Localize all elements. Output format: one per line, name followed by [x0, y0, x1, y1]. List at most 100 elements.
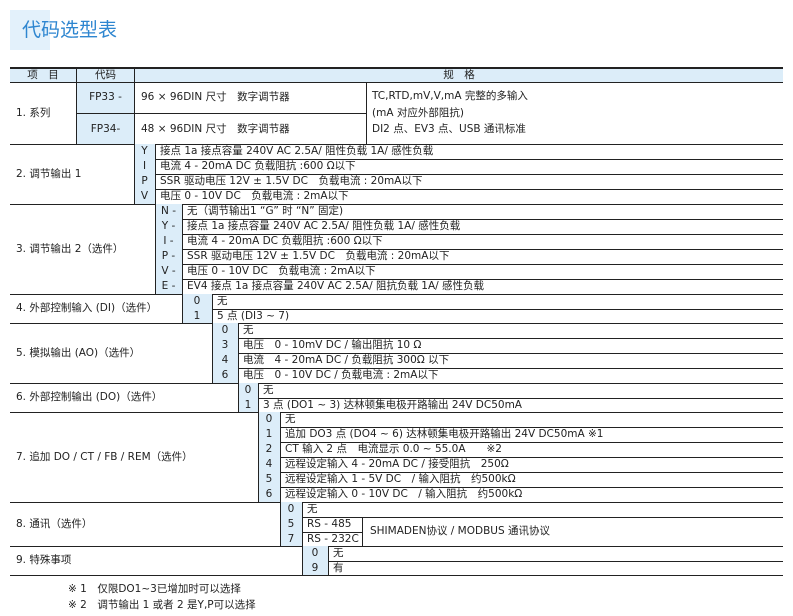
- footnote-2: ※ 2 调节输出 1 或者 2 是Y,P可以选择: [68, 599, 256, 611]
- row-divider: [155, 279, 783, 280]
- option-code: 0: [302, 546, 328, 561]
- option-code: N -: [155, 204, 182, 219]
- row-divider: [212, 368, 783, 369]
- series-code-fp33: FP33 -: [76, 82, 134, 113]
- option-code: 0: [280, 502, 302, 517]
- series-common-line: TC,RTD,mV,V,mA 完整的多输入: [372, 90, 528, 103]
- option-code: 4: [258, 457, 280, 472]
- row-divider: [238, 398, 783, 399]
- option-description: RS - 485: [307, 518, 352, 531]
- section-divider: [10, 546, 783, 547]
- section-divider: [10, 575, 783, 576]
- code-right-border: [182, 204, 183, 294]
- option-description: 有: [333, 561, 344, 574]
- option-description: 无: [285, 413, 296, 426]
- option-description: 无: [263, 384, 274, 397]
- header-item: 项 目: [10, 68, 76, 83]
- option-description: 无（调节输出1 “G” 时 “N” 固定): [187, 205, 344, 218]
- page-title: 代码选型表: [22, 19, 118, 41]
- option-description: 电压 0 - 10V DC 负载电流 : 2mA以下: [160, 190, 349, 203]
- code-right-border: [155, 144, 156, 204]
- section-divider: [10, 204, 783, 205]
- series-common-spec: TC,RTD,mV,V,mA 完整的多输入 (mA 对应外部阻抗) DI2 点、…: [366, 82, 783, 144]
- protocol-border: [362, 517, 363, 546]
- series-common-line: DI2 点、EV3 点、USB 通讯标准: [372, 123, 526, 136]
- option-code: 0: [238, 383, 258, 398]
- code-left-border: [302, 546, 303, 575]
- option-description: RS - 232C: [307, 532, 359, 545]
- section-divider: [10, 323, 783, 324]
- row-divider: [258, 472, 783, 473]
- series-code-fp34: FP34-: [76, 113, 134, 144]
- option-code: P: [134, 174, 155, 189]
- section-divider: [10, 502, 783, 503]
- code-left-border: [155, 204, 156, 294]
- option-code: 5: [258, 472, 280, 487]
- row-divider: [212, 353, 783, 354]
- code-right-border: [302, 502, 303, 546]
- section-label: 6. 外部控制输出 (DO)（选件）: [16, 391, 163, 404]
- row-divider: [155, 219, 783, 220]
- section-label: 5. 模拟输出 (AO)（选件）: [16, 346, 141, 359]
- row-divider: [155, 264, 783, 265]
- option-description: 电流 4 - 20mA DC 负载阻抗 :600 Ω以下: [187, 235, 383, 248]
- row-divider: [134, 159, 783, 160]
- series-common-line: (mA 对应外部阻抗): [372, 106, 464, 119]
- row-divider: [258, 457, 783, 458]
- header-spec: 规 格: [134, 68, 783, 83]
- option-description: 电压 0 - 10V DC 负载电流 : 2mA以下: [187, 265, 376, 278]
- option-description: 电压 0 - 10V DC / 负载电流 : 2mA以下: [243, 369, 439, 382]
- option-description: SSR 驱动电压 12V ± 1.5V DC 负载电流 : 20mA以下: [187, 250, 450, 263]
- code-left-border: [134, 144, 135, 204]
- row-divider: [134, 189, 783, 190]
- row-divider: [155, 249, 783, 250]
- option-code: 0: [212, 323, 238, 338]
- footnote-1: ※ 1 仅限DO1~3已增加时可以选择: [68, 583, 241, 595]
- option-code: I -: [155, 234, 182, 249]
- section-divider: [10, 383, 783, 384]
- option-description: 远程设定输入 0 - 10V DC / 输入阻抗 约500kΩ: [285, 488, 523, 501]
- option-code: E -: [155, 279, 182, 294]
- section-label: 9. 特殊事项: [16, 554, 72, 567]
- code-right-border: [258, 383, 259, 412]
- option-code: 9: [302, 561, 328, 575]
- option-code: 0: [182, 294, 212, 309]
- option-description: 无: [217, 295, 228, 308]
- option-description: 接点 1a 接点容量 240V AC 2.5A/ 阻性负载 1A/ 感性负载: [187, 220, 461, 233]
- divider: [10, 67, 783, 68]
- row-divider: [258, 487, 783, 488]
- option-description: CT 输入 2 点 电流显示 0.0 ~ 55.0A ※2: [285, 443, 502, 456]
- option-description: 无: [243, 324, 254, 337]
- code-left-border: [258, 412, 259, 502]
- row-divider: [280, 532, 362, 533]
- series-spec-fp34: 48 × 96DIN 尺寸 数字调节器: [134, 113, 366, 144]
- row-divider: [302, 561, 783, 562]
- section-label: 2. 调节输出 1: [16, 167, 82, 180]
- row-divider: [134, 174, 783, 175]
- option-code: Y -: [155, 219, 182, 234]
- option-description: 接点 1a 接点容量 240V AC 2.5A/ 阻性负载 1A/ 感性负载: [160, 145, 434, 158]
- option-code: 1: [238, 398, 258, 412]
- option-code: 4: [212, 353, 238, 368]
- option-code: 3: [212, 338, 238, 353]
- option-code: 7: [280, 532, 302, 546]
- option-description: 远程设定输入 1 - 5V DC / 输入阻抗 约500kΩ: [285, 473, 516, 486]
- option-code: 5: [280, 517, 302, 532]
- option-code: 1: [182, 309, 212, 323]
- option-description: 电流 4 - 20mA DC 负载阻抗 :600 Ω以下: [160, 160, 356, 173]
- code-left-border: [212, 323, 213, 383]
- option-code: 6: [212, 368, 238, 383]
- option-code: V: [134, 189, 155, 204]
- protocol-description: SHIMADEN协议 / MODBUS 通讯协议: [370, 525, 550, 538]
- option-code: P -: [155, 249, 182, 264]
- code-left-border: [238, 383, 239, 412]
- row-divider: [212, 338, 783, 339]
- title-accent: [10, 10, 50, 50]
- option-code: 6: [258, 487, 280, 502]
- option-description: 追加 DO3 点 (DO4 ~ 6) 达林顿集电极开路输出 24V DC50mA…: [285, 428, 604, 441]
- option-code: 1: [258, 427, 280, 442]
- code-left-border: [280, 502, 281, 546]
- row-divider: [258, 442, 783, 443]
- section-divider: [10, 412, 783, 413]
- option-description: 远程设定输入 4 - 20mA DC / 接受阻抗 250Ω: [285, 458, 509, 471]
